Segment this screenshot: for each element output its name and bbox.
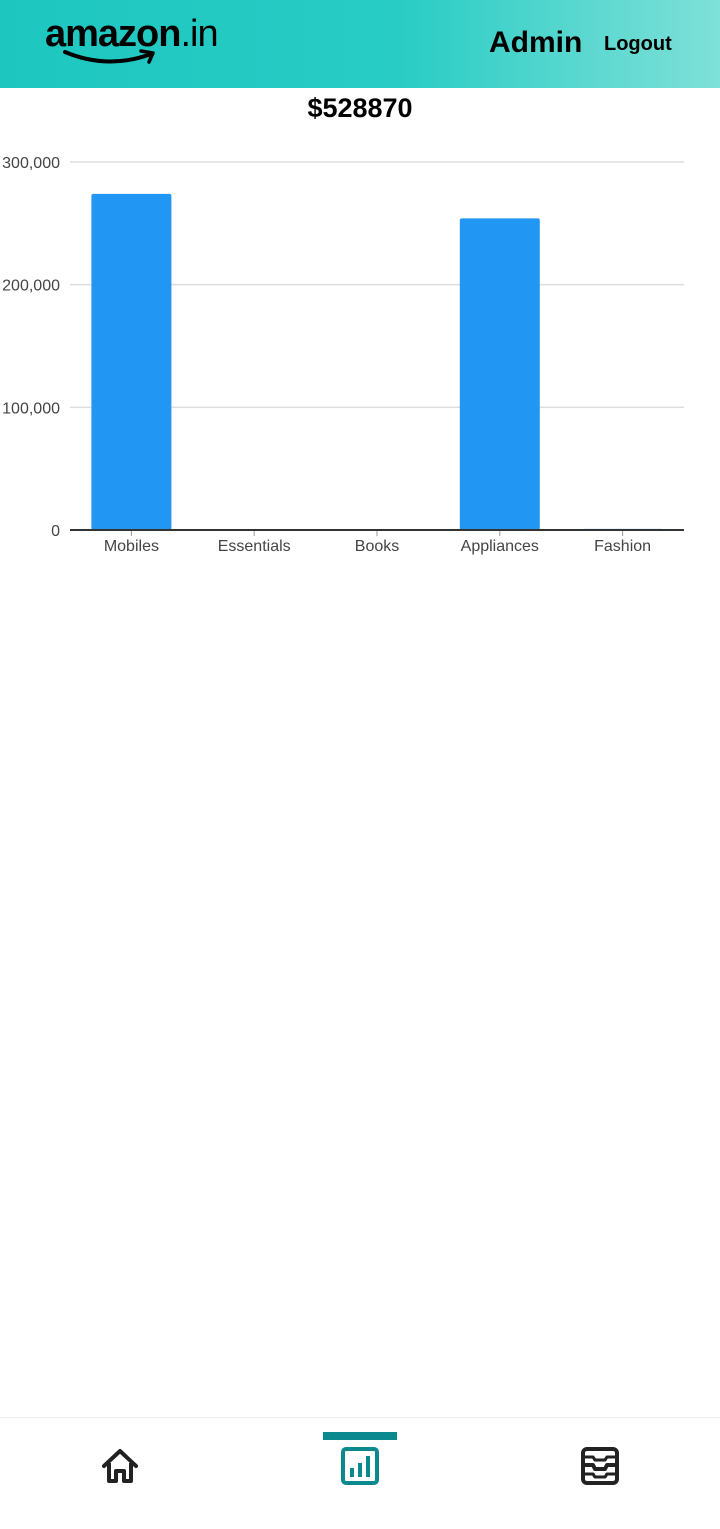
logo-suffix: .in <box>180 13 218 55</box>
x-tick-label: Essentials <box>218 538 291 555</box>
amazon-smile-icon <box>63 49 155 64</box>
bar-mobiles <box>91 193 172 530</box>
app-header: amazon.in Admin Logout <box>0 0 720 88</box>
bar-appliances <box>459 218 540 530</box>
logout-button[interactable]: Logout <box>600 30 676 58</box>
total-sales-amount: $528870 <box>307 93 413 123</box>
analytics-icon <box>341 1447 379 1485</box>
home-icon <box>102 1449 138 1483</box>
y-tick-label: 200,000 <box>2 278 60 295</box>
y-tick-label: 0 <box>51 523 60 540</box>
x-tick-label: Books <box>355 538 399 555</box>
admin-label: Admin <box>489 26 583 59</box>
inbox-icon <box>581 1447 619 1485</box>
nav-analytics[interactable] <box>240 1418 480 1529</box>
y-tick-label: 300,000 <box>2 155 60 172</box>
active-tab-indicator <box>323 1432 397 1440</box>
nav-inbox[interactable] <box>480 1418 720 1529</box>
nav-home[interactable] <box>0 1418 240 1529</box>
x-tick-label: Appliances <box>461 538 539 555</box>
x-tick-label: Fashion <box>594 538 651 555</box>
logo-wordmark: amazon <box>45 13 181 55</box>
y-tick-label: 100,000 <box>2 400 60 417</box>
category-sales-chart: 0 100,000 200,000 300,000 Mobiles Essentials B… <box>2 155 684 555</box>
amazon-logo: amazon.in <box>45 12 219 68</box>
bottom-navigation <box>0 1417 720 1529</box>
x-tick-label: Mobiles <box>104 538 159 555</box>
